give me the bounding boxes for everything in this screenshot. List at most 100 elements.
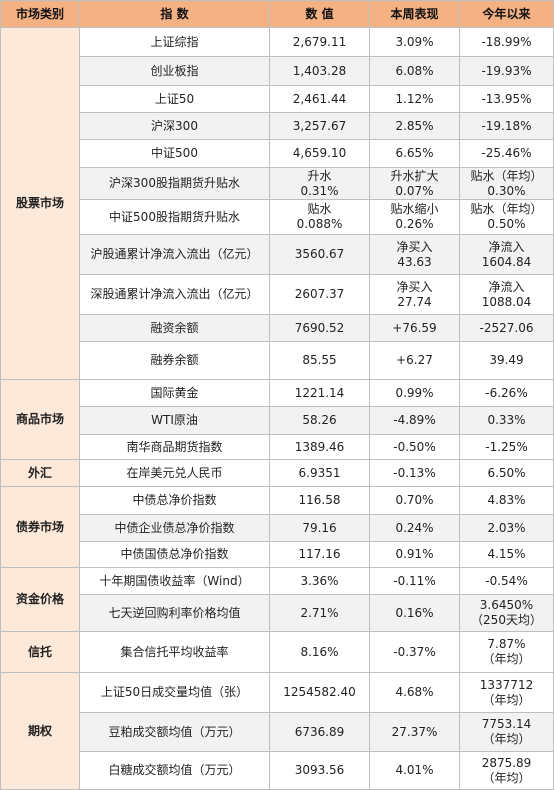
value-cell: 1.12% <box>370 86 460 113</box>
value-cell: 3.6450% （250天均） <box>460 595 554 632</box>
index-name: 沪股通累计净流入流出（亿元） <box>80 235 270 275</box>
value-cell: 净流入 1088.04 <box>460 275 554 315</box>
value-cell: 2.03% <box>460 515 554 542</box>
value-cell: -0.50% <box>370 435 460 460</box>
value-cell: 2,461.44 <box>270 86 370 113</box>
value-cell: -19.93% <box>460 57 554 86</box>
value-cell: 0.99% <box>370 380 460 407</box>
value-cell: 6.08% <box>370 57 460 86</box>
index-name: 中债国债总净价指数 <box>80 542 270 568</box>
value-cell: 3.09% <box>370 28 460 57</box>
value-cell: 7690.52 <box>270 315 370 342</box>
value-cell: 39.49 <box>460 342 554 380</box>
value-cell: 0.24% <box>370 515 460 542</box>
value-cell: 4.01% <box>370 752 460 790</box>
index-name: 沪深300 <box>80 113 270 140</box>
value-cell: 6736.89 <box>270 713 370 752</box>
value-cell: -6.26% <box>460 380 554 407</box>
value-cell: 6.65% <box>370 140 460 168</box>
value-cell: -19.18% <box>460 113 554 140</box>
value-cell: 贴水缩小 0.26% <box>370 200 460 235</box>
index-name: 上证50 <box>80 86 270 113</box>
value-cell: 2607.37 <box>270 275 370 315</box>
index-name: 上证综指 <box>80 28 270 57</box>
value-cell: 116.58 <box>270 487 370 515</box>
value-cell: -4.89% <box>370 407 460 435</box>
index-name: 中债总净价指数 <box>80 487 270 515</box>
value-cell: 贴水（年均） 0.50% <box>460 200 554 235</box>
value-cell: 0.91% <box>370 542 460 568</box>
value-cell: 净买入 43.63 <box>370 235 460 275</box>
index-name: 豆粕成交额均值（万元） <box>80 713 270 752</box>
value-cell: 3.36% <box>270 568 370 595</box>
value-cell: 27.37% <box>370 713 460 752</box>
header-cell: 指 数 <box>80 0 270 28</box>
value-cell: 1221.14 <box>270 380 370 407</box>
index-name: 中债企业债总净价指数 <box>80 515 270 542</box>
value-cell: 117.16 <box>270 542 370 568</box>
index-name: WTI原油 <box>80 407 270 435</box>
category-cell: 商品市场 <box>0 380 80 460</box>
value-cell: -2527.06 <box>460 315 554 342</box>
index-name: 中证500 <box>80 140 270 168</box>
value-cell: 净流入 1604.84 <box>460 235 554 275</box>
index-name: 国际黄金 <box>80 380 270 407</box>
value-cell: -0.37% <box>370 632 460 673</box>
value-cell: 7753.14 （年均） <box>460 713 554 752</box>
index-name: 创业板指 <box>80 57 270 86</box>
index-name: 上证50日成交量均值（张） <box>80 673 270 713</box>
value-cell: 0.16% <box>370 595 460 632</box>
value-cell: -0.13% <box>370 460 460 487</box>
value-cell: 1389.46 <box>270 435 370 460</box>
value-cell: +76.59 <box>370 315 460 342</box>
index-name: 深股通累计净流入流出（亿元） <box>80 275 270 315</box>
value-cell: 2.85% <box>370 113 460 140</box>
value-cell: -1.25% <box>460 435 554 460</box>
index-name: 融资余额 <box>80 315 270 342</box>
category-cell: 资金价格 <box>0 568 80 632</box>
category-cell: 股票市场 <box>0 28 80 380</box>
value-cell: 净买入 27.74 <box>370 275 460 315</box>
index-name: 在岸美元兑人民币 <box>80 460 270 487</box>
value-cell: 8.16% <box>270 632 370 673</box>
value-cell: 79.16 <box>270 515 370 542</box>
header-cell: 今年以来 <box>460 0 554 28</box>
value-cell: 升水扩大 0.07% <box>370 168 460 200</box>
index-name: 中证500股指期货升贴水 <box>80 200 270 235</box>
value-cell: -0.11% <box>370 568 460 595</box>
value-cell: 6.9351 <box>270 460 370 487</box>
header-cell: 市场类别 <box>0 0 80 28</box>
value-cell: 1254582.40 <box>270 673 370 713</box>
value-cell: 升水 0.31% <box>270 168 370 200</box>
value-cell: 2875.89 （年均） <box>460 752 554 790</box>
value-cell: 0.33% <box>460 407 554 435</box>
value-cell: 贴水（年均） 0.30% <box>460 168 554 200</box>
value-cell: 0.70% <box>370 487 460 515</box>
category-cell: 信托 <box>0 632 80 673</box>
header-cell: 本周表现 <box>370 0 460 28</box>
value-cell: 1337712 （年均） <box>460 673 554 713</box>
value-cell: 4,659.10 <box>270 140 370 168</box>
index-name: 沪深300股指期货升贴水 <box>80 168 270 200</box>
value-cell: 3560.67 <box>270 235 370 275</box>
value-cell: -18.99% <box>460 28 554 57</box>
category-cell: 期权 <box>0 673 80 790</box>
header-cell: 数 值 <box>270 0 370 28</box>
value-cell: 7.87% （年均） <box>460 632 554 673</box>
value-cell: 4.83% <box>460 487 554 515</box>
value-cell: 1,403.28 <box>270 57 370 86</box>
value-cell: 贴水 0.088% <box>270 200 370 235</box>
value-cell: 85.55 <box>270 342 370 380</box>
value-cell: -13.95% <box>460 86 554 113</box>
value-cell: 3,257.67 <box>270 113 370 140</box>
index-name: 七天逆回购利率价格均值 <box>80 595 270 632</box>
category-cell: 债券市场 <box>0 487 80 568</box>
value-cell: 2,679.11 <box>270 28 370 57</box>
index-name: 白糖成交额均值（万元） <box>80 752 270 790</box>
value-cell: 4.68% <box>370 673 460 713</box>
value-cell: 58.26 <box>270 407 370 435</box>
index-name: 集合信托平均收益率 <box>80 632 270 673</box>
category-cell: 外汇 <box>0 460 80 487</box>
value-cell: 6.50% <box>460 460 554 487</box>
value-cell: +6.27 <box>370 342 460 380</box>
